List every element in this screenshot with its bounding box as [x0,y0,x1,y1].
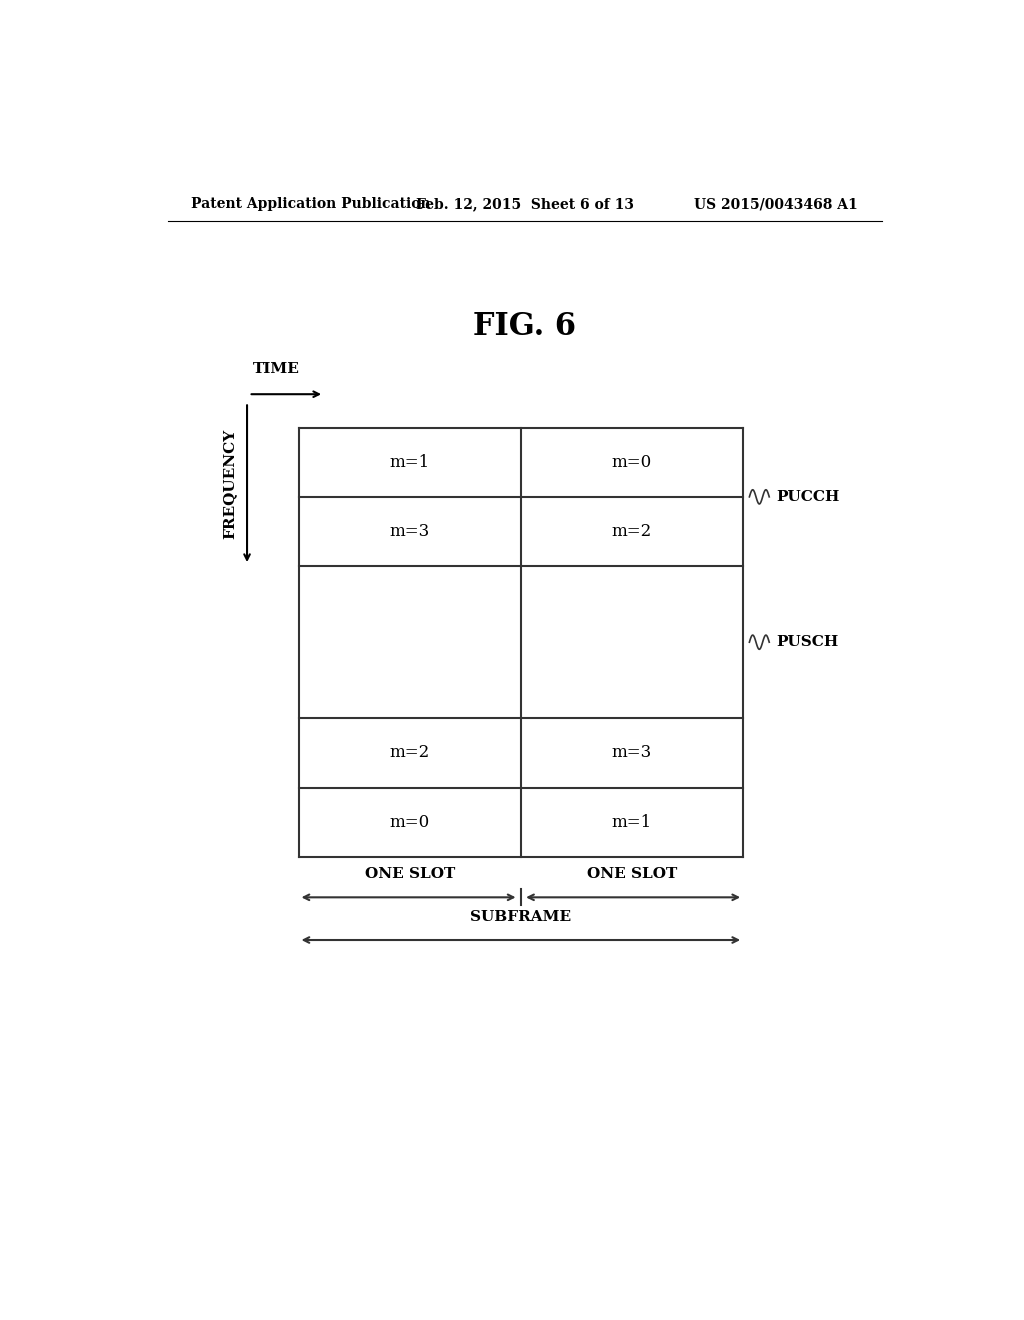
Text: SUBFRAME: SUBFRAME [470,909,571,924]
Text: FIG. 6: FIG. 6 [473,310,577,342]
Text: m=0: m=0 [389,813,430,830]
Text: Feb. 12, 2015  Sheet 6 of 13: Feb. 12, 2015 Sheet 6 of 13 [416,197,634,211]
Text: m=3: m=3 [611,744,652,762]
Text: m=2: m=2 [389,744,430,762]
Text: US 2015/0043468 A1: US 2015/0043468 A1 [694,197,858,211]
Text: m=2: m=2 [611,523,652,540]
Text: m=3: m=3 [389,523,430,540]
Text: TIME: TIME [253,362,299,376]
Text: ONE SLOT: ONE SLOT [587,867,677,880]
Text: FREQUENCY: FREQUENCY [222,429,237,539]
Text: m=1: m=1 [611,813,652,830]
Text: PUCCH: PUCCH [776,490,840,504]
Text: ONE SLOT: ONE SLOT [365,867,455,880]
Text: PUSCH: PUSCH [776,635,839,649]
Text: m=1: m=1 [389,454,430,471]
Text: m=0: m=0 [611,454,652,471]
Text: Patent Application Publication: Patent Application Publication [191,197,431,211]
